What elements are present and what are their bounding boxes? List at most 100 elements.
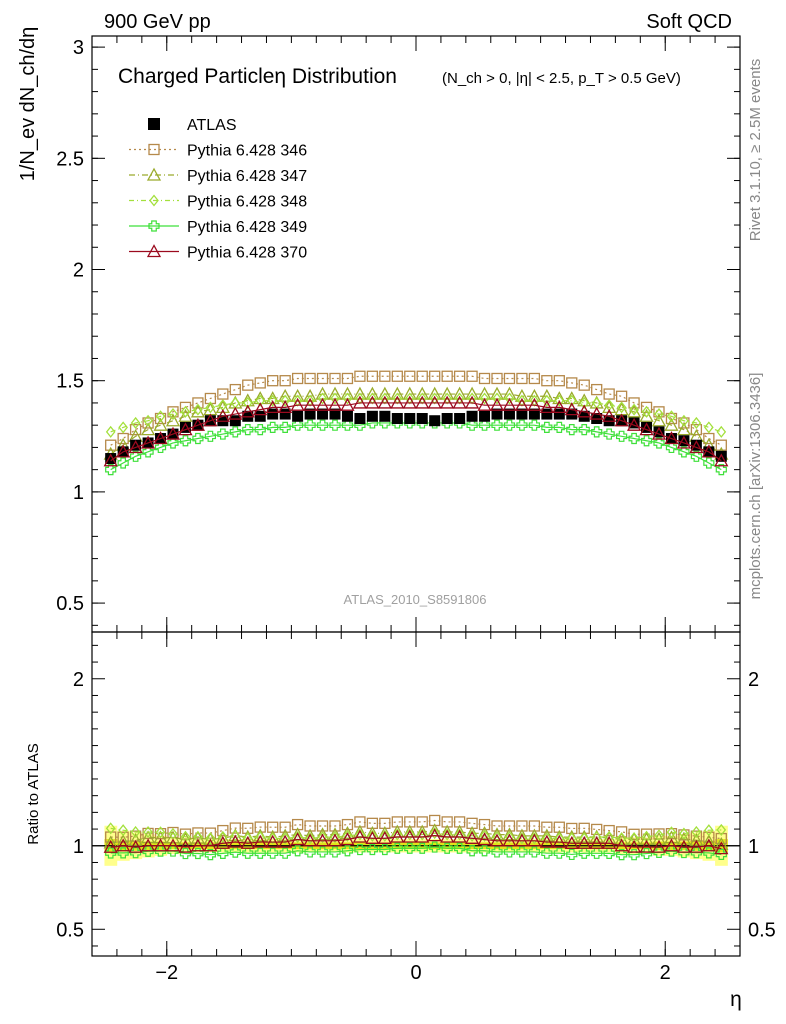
ratio-point xyxy=(290,832,305,846)
data-point xyxy=(653,426,665,438)
data-point xyxy=(302,388,318,402)
data-point xyxy=(628,397,640,409)
data-point xyxy=(541,408,553,420)
data-point xyxy=(441,370,453,382)
data-point xyxy=(205,401,216,414)
data-point xyxy=(279,375,291,387)
main-y-tick-label: 2.5 xyxy=(56,148,84,170)
ratio-point xyxy=(528,846,540,858)
legend-entry: ATLAS xyxy=(148,117,237,134)
data-point xyxy=(415,395,430,409)
ratio-point xyxy=(267,847,279,859)
data-point xyxy=(678,435,690,447)
data-point xyxy=(578,424,590,436)
ratio-point xyxy=(190,838,206,852)
data-point xyxy=(491,419,503,431)
data-point xyxy=(602,408,617,422)
data-point xyxy=(116,444,131,458)
data-point xyxy=(416,413,428,425)
ratio-point xyxy=(701,834,716,848)
data-point xyxy=(653,437,665,449)
ratio-point xyxy=(542,832,552,845)
ratio-point xyxy=(427,828,442,842)
data-point xyxy=(391,413,403,425)
data-point xyxy=(514,388,530,402)
main-y-tick-label: 1.5 xyxy=(56,371,84,393)
legend-label: Pythia 6.428 347 xyxy=(187,168,307,185)
data-point xyxy=(528,419,540,431)
ratio-point xyxy=(578,847,590,859)
ratio-point xyxy=(541,821,553,833)
data-point xyxy=(665,441,678,454)
ratio-series-pythia-6-428-346 xyxy=(105,814,727,845)
data-point xyxy=(603,388,615,400)
data-point xyxy=(292,419,304,431)
ratio-point xyxy=(254,847,266,859)
data-point xyxy=(479,410,491,422)
ratio-point xyxy=(203,838,218,852)
ratio-point xyxy=(503,820,516,832)
data-point xyxy=(391,370,403,382)
data-point xyxy=(105,439,117,451)
data-point xyxy=(278,400,293,414)
ratio-point xyxy=(391,842,403,854)
ratio-point xyxy=(464,830,480,844)
data-point xyxy=(192,397,204,409)
ratio-y-tick-label-right: 2 xyxy=(748,669,759,691)
data-point xyxy=(203,413,218,427)
data-point xyxy=(516,372,528,385)
ratio-point xyxy=(664,838,679,852)
data-point xyxy=(354,413,366,425)
data-point xyxy=(466,419,478,431)
ratio-point xyxy=(280,832,290,845)
data-point xyxy=(315,397,330,411)
ratio-point xyxy=(329,846,341,858)
ratio-point xyxy=(140,838,156,852)
data-point xyxy=(492,392,502,405)
data-point xyxy=(179,401,192,414)
data-point xyxy=(253,402,268,416)
data-point xyxy=(678,446,690,458)
data-point xyxy=(365,395,380,409)
data-point xyxy=(528,372,541,385)
ratio-point xyxy=(153,830,168,844)
ratio-point xyxy=(691,825,702,839)
data-point xyxy=(641,405,652,418)
data-point xyxy=(118,421,128,434)
ratio-point xyxy=(205,832,216,845)
data-point xyxy=(254,377,266,389)
ratio-y-axis-title: Ratio to ATLAS xyxy=(25,743,42,844)
ratio-point xyxy=(489,833,505,847)
data-point xyxy=(566,394,577,407)
data-point xyxy=(504,392,515,405)
ratio-point xyxy=(676,831,692,845)
header-collision-label: 900 GeV pp xyxy=(104,11,211,33)
data-point xyxy=(466,370,478,382)
data-point xyxy=(454,413,466,425)
ratio-point xyxy=(329,820,341,832)
chart-title: Charged Particleη Distribution xyxy=(118,65,397,88)
ratio-point xyxy=(167,826,179,839)
ratio-point xyxy=(503,846,516,858)
data-point xyxy=(715,439,727,451)
ratio-point xyxy=(342,829,353,842)
data-point xyxy=(165,426,181,440)
data-point xyxy=(330,392,340,405)
data-point xyxy=(105,453,117,465)
data-point xyxy=(703,432,715,445)
ratio-point xyxy=(367,829,378,842)
ratio-point xyxy=(516,846,528,858)
ratio-point xyxy=(230,829,241,842)
ratio-point xyxy=(355,828,365,841)
data-point xyxy=(639,408,654,422)
ratio-y-tick-label: 0.5 xyxy=(56,919,84,941)
data-point xyxy=(452,395,467,409)
ratio-point xyxy=(116,838,131,852)
ratio-point xyxy=(539,834,554,848)
ratio-point xyxy=(616,832,627,845)
ratio-point xyxy=(539,828,554,842)
ratio-point xyxy=(514,833,530,847)
data-point xyxy=(429,370,441,382)
legend-entry: Pythia 6.428 349 xyxy=(129,219,307,236)
data-point xyxy=(265,391,280,405)
